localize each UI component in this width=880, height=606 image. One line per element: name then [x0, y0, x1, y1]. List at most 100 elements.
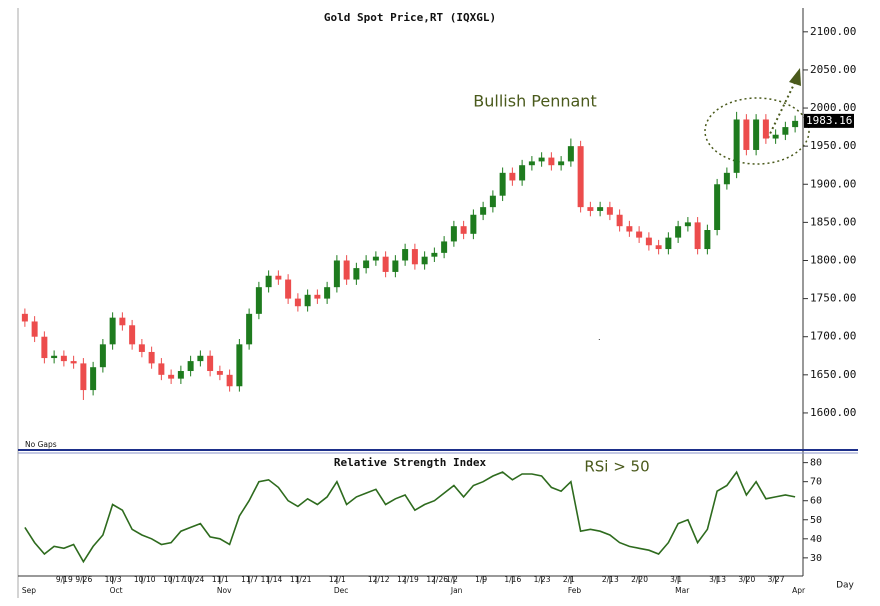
month-label: Oct: [110, 586, 123, 595]
month-label: Mar: [675, 586, 690, 595]
candle-body: [489, 195, 496, 208]
candle-body: [519, 165, 526, 181]
candle-body: [70, 361, 77, 364]
candle-body: [80, 363, 87, 391]
candle-body: [177, 371, 184, 379]
y-tick-label: 2000.00: [810, 101, 856, 114]
candle-body: [138, 344, 145, 352]
x-tick-label: 12/1: [329, 575, 346, 584]
month-label: Nov: [217, 586, 232, 595]
chart-title: Gold Spot Price,RT (IQXGL): [324, 11, 496, 24]
x-tick-label: 3/13: [709, 575, 726, 584]
candle-body: [31, 321, 38, 337]
y-tick-label: 2100.00: [810, 25, 856, 38]
candle-body: [450, 226, 457, 242]
candle-body: [665, 237, 672, 250]
breakout-arrow: [767, 77, 798, 139]
y-tick-label: 50: [810, 515, 822, 526]
candle-body: [723, 172, 730, 185]
y-tick-label: 1600.00: [810, 406, 856, 419]
pennant-ellipse: [704, 97, 810, 165]
y-tick-label: 70: [810, 477, 822, 488]
candle-body: [60, 355, 67, 362]
candle-body: [460, 226, 467, 234]
x-tick-label: 11/7: [241, 575, 258, 584]
x-tick-label: 3/1: [670, 575, 682, 584]
candle-body: [324, 287, 331, 299]
x-tick-label: 12/26: [426, 575, 448, 584]
candle-body: [275, 275, 282, 280]
candle-body: [402, 249, 409, 261]
candle-body: [616, 214, 623, 227]
candle-body: [90, 367, 97, 391]
x-tick-label: 1/16: [504, 575, 521, 584]
month-label: Dec: [334, 586, 349, 595]
candle-body: [421, 256, 428, 265]
candle-body: [772, 134, 779, 139]
candle-body: [119, 317, 126, 326]
y-tick-label: 1700.00: [810, 330, 856, 343]
candle-body: [382, 256, 389, 272]
x-tick-label: 2/13: [602, 575, 619, 584]
candle-body: [548, 157, 555, 166]
candle-body: [255, 287, 262, 314]
candle-body: [743, 119, 750, 150]
x-tick-label: 2/1: [563, 575, 575, 584]
candle-body: [587, 207, 594, 211]
candle-body: [704, 230, 711, 250]
candle-body: [645, 237, 652, 246]
candle-body: [392, 260, 399, 272]
candle-body: [372, 256, 379, 261]
candle-body: [226, 374, 233, 387]
candle-body: [528, 161, 535, 166]
x-tick-label: 12/12: [368, 575, 390, 584]
x-tick-label: 9/26: [75, 575, 92, 584]
x-tick-label: 3/27: [768, 575, 785, 584]
y-tick-label: 1950.00: [810, 139, 856, 152]
candle-body: [675, 226, 682, 238]
candle-body: [441, 241, 448, 253]
y-tick-label: 1750.00: [810, 292, 856, 305]
x-tick-label: 2/20: [631, 575, 648, 584]
x-axis-label: Day: [836, 581, 854, 591]
last-price-label: 1983.16: [806, 114, 852, 127]
candle-body: [333, 260, 340, 288]
candle-body: [470, 214, 477, 234]
y-tick-label: 2050.00: [810, 63, 856, 76]
candle-body: [294, 298, 301, 307]
candle-body: [109, 317, 116, 345]
candle-body: [51, 355, 58, 359]
y-tick-label: 60: [810, 496, 822, 507]
x-tick-label: 1/23: [534, 575, 551, 584]
candle-body: [753, 119, 760, 150]
candle-body: [353, 268, 360, 280]
candle-body: [694, 222, 701, 250]
candle-body: [197, 355, 204, 362]
candle-body: [762, 119, 769, 139]
candle-body: [236, 344, 243, 387]
candle-body: [577, 146, 584, 208]
candle-body: [343, 260, 350, 280]
candle-body: [480, 207, 487, 215]
candle-body: [655, 245, 662, 250]
x-tick-label: 10/3: [105, 575, 122, 584]
candle-body: [636, 231, 643, 238]
candle-body: [168, 374, 175, 379]
candle-body: [684, 222, 691, 227]
candle-body: [597, 207, 604, 211]
annotation: RSi > 50: [584, 458, 649, 476]
y-tick-label: 40: [810, 534, 822, 545]
candle-body: [431, 252, 438, 257]
month-label: Feb: [568, 586, 582, 595]
candle-body: [304, 294, 311, 307]
dot: ·: [598, 336, 601, 345]
month-label: Jan: [450, 586, 463, 595]
candle-body: [714, 184, 721, 230]
x-tick-label: 12/19: [397, 575, 419, 584]
candle-body: [509, 172, 516, 181]
y-tick-label: 1650.00: [810, 368, 856, 381]
candle-body: [187, 361, 194, 372]
month-label: Apr: [792, 586, 806, 595]
